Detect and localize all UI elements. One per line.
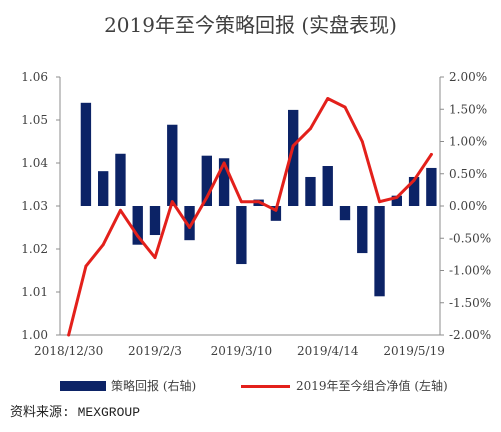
right-axis-tick-label: 1.50% bbox=[449, 102, 487, 116]
strategy-return-bar bbox=[201, 155, 212, 206]
x-axis-tick-label: 2019/3/10 bbox=[211, 344, 273, 358]
net-value-point bbox=[291, 144, 295, 148]
net-value-point bbox=[205, 196, 209, 199]
net-value-point bbox=[412, 178, 416, 182]
legend-bar-swatch bbox=[60, 381, 106, 391]
net-value-point bbox=[378, 200, 381, 204]
net-value-point bbox=[257, 200, 261, 204]
x-axis-tick-label: 2019/5/19 bbox=[383, 344, 445, 358]
left-axis-tick-label: 1.01 bbox=[21, 285, 48, 299]
strategy-return-bar bbox=[305, 176, 316, 206]
legend-line-label: 2019年至今组合净值 (左轴) bbox=[296, 379, 448, 393]
right-axis-tick-label: 1.00% bbox=[449, 135, 487, 149]
x-axis-tick-label: 2019/4/14 bbox=[297, 344, 359, 358]
chart-title: 2019年至今策略回报 (实盘表现) bbox=[104, 13, 397, 37]
left-axis-tick-label: 1.03 bbox=[21, 199, 48, 213]
net-value-line bbox=[67, 97, 433, 337]
strategy-return-bar bbox=[270, 206, 282, 221]
strategy-return-bar bbox=[167, 124, 178, 206]
chart-plot: 1.00 1.01 1.02 1.03 1.04 1.05 1.06 -2.00% -1.50%… bbox=[21, 70, 491, 358]
strategy-return-bar bbox=[80, 102, 92, 206]
x-axis-tick-label: 2019/2/3 bbox=[128, 344, 182, 358]
net-value-point bbox=[84, 264, 88, 268]
left-axis-tick-label: 1.06 bbox=[21, 70, 48, 84]
strategy-return-bar bbox=[408, 176, 420, 206]
strategy-return-bar bbox=[132, 206, 143, 245]
net-value-point bbox=[136, 234, 140, 238]
right-axis-tick-label: -0.50% bbox=[449, 231, 491, 245]
right-axis-tick-label: -1.00% bbox=[449, 264, 491, 278]
strategy-return-bar bbox=[184, 206, 195, 241]
strategy-return-bar bbox=[236, 206, 247, 265]
net-value-point bbox=[274, 208, 278, 212]
left-axis-tick-label: 1.05 bbox=[21, 113, 48, 127]
x-axis-tick-label: 2018/12/30 bbox=[34, 344, 103, 358]
strategy-return-bar bbox=[322, 166, 333, 206]
axes-layer bbox=[56, 76, 444, 336]
strategy-return-bar bbox=[218, 158, 230, 206]
strategy-return-bar bbox=[115, 153, 126, 206]
net-value-point bbox=[395, 196, 399, 199]
legend-bar-label: 策略回报 (右轴) bbox=[111, 379, 197, 393]
strategy-return-bar bbox=[339, 206, 351, 221]
net-value-point bbox=[188, 226, 191, 229]
strategy-return-bar bbox=[426, 167, 437, 206]
strategy-return-bar bbox=[149, 206, 161, 236]
strategy-return-bar bbox=[357, 206, 368, 254]
net-value-point bbox=[153, 256, 157, 259]
strategy-return-bar bbox=[288, 109, 299, 206]
net-value-point bbox=[429, 153, 433, 156]
line-layer bbox=[67, 97, 433, 337]
net-value-point bbox=[119, 208, 122, 212]
left-axis-tick-label: 1.00 bbox=[21, 328, 48, 342]
net-value-point bbox=[360, 140, 364, 143]
legend-line-swatch bbox=[241, 385, 290, 388]
net-value-point bbox=[239, 200, 243, 204]
labels-layer: 1.00 1.01 1.02 1.03 1.04 1.05 1.06 -2.00% -1.50%… bbox=[21, 70, 491, 358]
net-value-point bbox=[343, 105, 347, 109]
left-axis-tick-label: 1.02 bbox=[21, 242, 48, 256]
net-value-point bbox=[101, 243, 105, 247]
right-axis-tick-label: 0.50% bbox=[449, 167, 487, 181]
net-value-point bbox=[222, 161, 226, 165]
right-axis-tick-label: -2.00% bbox=[449, 328, 491, 342]
right-axis-tick-label: 0.00% bbox=[449, 199, 487, 213]
right-axis-tick-label: 2.00% bbox=[449, 70, 487, 84]
bars-layer bbox=[80, 102, 437, 297]
net-value-point bbox=[67, 333, 71, 337]
source-note: 资料来源: MEXGROUP bbox=[10, 405, 141, 420]
net-value-point bbox=[309, 127, 312, 130]
net-value-point bbox=[170, 200, 174, 204]
strategy-return-bar bbox=[391, 195, 402, 206]
strategy-return-bar bbox=[98, 171, 109, 206]
right-axis-tick-label: -1.50% bbox=[449, 296, 491, 310]
left-axis-tick-label: 1.04 bbox=[21, 156, 48, 170]
strategy-return-bar bbox=[374, 206, 385, 297]
net-value-point bbox=[326, 97, 330, 100]
